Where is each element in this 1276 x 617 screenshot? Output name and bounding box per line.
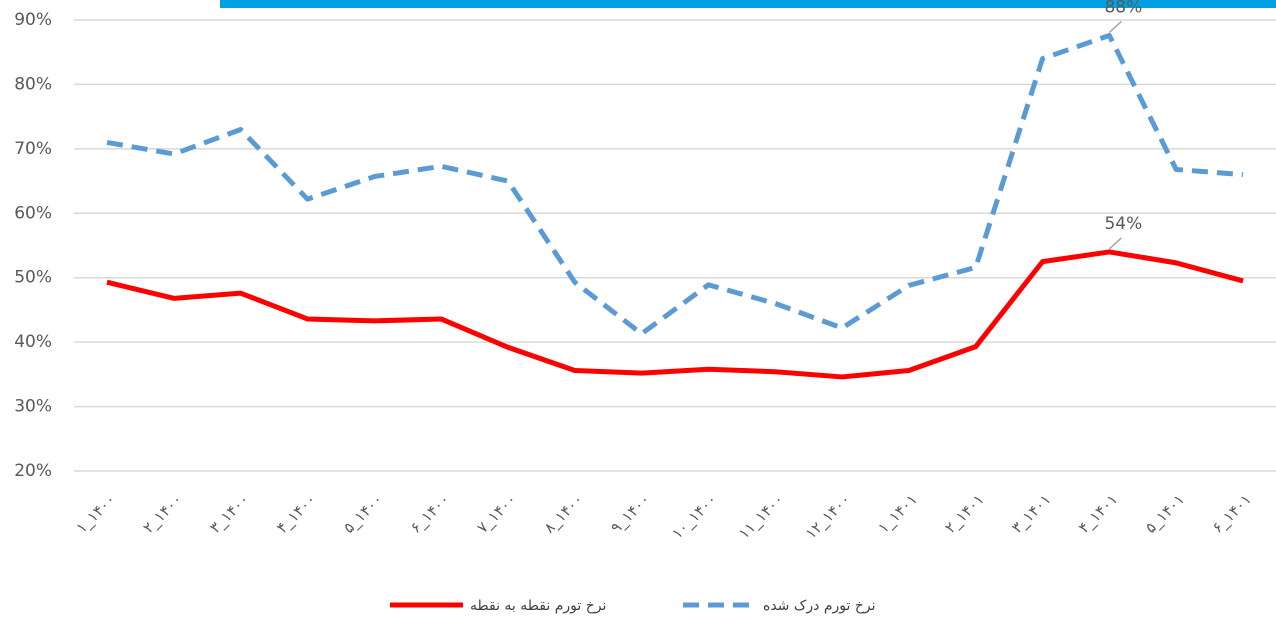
x-tick-label: ۷_۱۴۰۰: [473, 490, 520, 537]
x-tick-label: ۲_۱۴۰۰: [139, 490, 186, 537]
y-tick-label: 40%: [14, 332, 52, 352]
y-tick-label: 90%: [14, 10, 52, 30]
series-line: [106, 32, 1244, 337]
y-tick-label: 20%: [14, 461, 52, 481]
x-tick-label: ۳_۱۴۰۰: [206, 490, 253, 537]
y-tick-label: 60%: [14, 203, 52, 223]
x-tick-label: ۶_۱۴۰۰: [407, 490, 454, 537]
y-tick-label: 50%: [14, 268, 52, 288]
legend-label: نرخ تورم درک شده: [763, 598, 876, 614]
x-tick-label: ۵_۱۴۰۰: [340, 490, 387, 537]
label-leader: [1108, 237, 1122, 250]
legend-label: نرخ تورم نقطه به نقطه: [470, 598, 606, 614]
x-tick-label: ۱۱_۱۴۰۰: [735, 490, 788, 543]
x-tick-label: ۹_۱۴۰۰: [607, 490, 654, 537]
y-tick-label: 30%: [14, 397, 52, 417]
x-tick-label: ۶_۱۴۰۱: [1208, 490, 1255, 537]
x-tick-label: ۸_۱۴۰۰: [540, 490, 587, 537]
y-tick-label: 80%: [14, 74, 52, 94]
x-tick-label: ۱۲_۱۴۰۰: [802, 490, 855, 543]
x-tick-label: ۱_۱۴۰۱: [874, 490, 921, 537]
x-tick-label: ۲_۱۴۰۱: [941, 490, 988, 537]
value-label: 54%: [1104, 214, 1142, 234]
x-tick-label: ۴_۱۴۰۰: [273, 490, 320, 537]
value-label: 88%: [1104, 0, 1142, 17]
x-tick-label: ۱_۱۴۰۰: [72, 490, 119, 537]
x-tick-label: ۵_۱۴۰۱: [1142, 490, 1189, 537]
x-tick-label: ۴_۱۴۰۱: [1075, 490, 1122, 537]
title-bar: [220, 0, 1276, 8]
label-leader: [1108, 20, 1122, 34]
y-tick-label: 70%: [14, 139, 52, 159]
series-line: [106, 249, 1244, 380]
x-tick-label: ۱۰_۱۴۰۰: [668, 490, 721, 543]
x-tick-label: ۳_۱۴۰۱: [1008, 490, 1055, 537]
